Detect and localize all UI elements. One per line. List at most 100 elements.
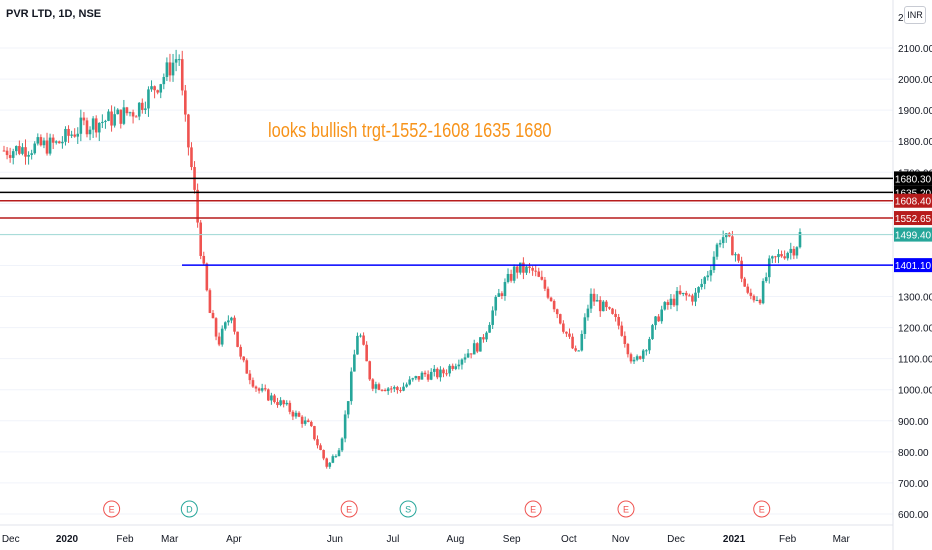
candle-body	[620, 325, 624, 336]
candle-body	[18, 146, 21, 154]
candle-body	[359, 335, 362, 337]
chart-annotation: looks bullish trgt-1552-1608 1635 1680	[268, 120, 552, 142]
level-price-label: 1552.65	[895, 214, 932, 225]
candle-body	[598, 299, 602, 312]
candle-body	[608, 307, 611, 309]
x-tick-label: Dec	[667, 534, 685, 545]
candle-body	[506, 273, 510, 283]
candle-body	[343, 414, 347, 439]
level-price-tag	[894, 211, 932, 226]
event-marker[interactable]	[340, 500, 358, 518]
candle-body	[712, 256, 716, 271]
event-marker[interactable]	[180, 500, 198, 518]
event-marker-label: D	[186, 505, 193, 515]
candle-body	[565, 331, 568, 334]
candle-body	[399, 390, 402, 392]
candle-body	[417, 376, 421, 380]
candle-body	[700, 283, 703, 288]
candle-body	[534, 270, 537, 272]
candle-body	[654, 316, 657, 326]
candle-body	[104, 120, 107, 122]
candle-body	[485, 332, 488, 340]
candle-body	[73, 134, 76, 137]
candle-body	[94, 118, 98, 133]
candle-body	[377, 384, 381, 390]
candle-body	[248, 373, 252, 381]
candle-body	[21, 147, 24, 154]
candle-body	[184, 90, 187, 115]
event-marker[interactable]	[524, 500, 542, 518]
candle-body	[761, 281, 765, 304]
candle-body	[389, 388, 393, 390]
candle-body	[260, 388, 264, 391]
candle-body	[325, 458, 329, 467]
event-marker[interactable]	[103, 500, 121, 518]
x-tick-label: 2021	[723, 534, 746, 545]
candle-body	[346, 401, 350, 415]
candle-body	[577, 350, 581, 352]
candle-body	[371, 379, 375, 389]
candle-body	[798, 232, 802, 248]
candle-body	[454, 366, 458, 369]
candle-body	[463, 357, 467, 360]
candle-body	[214, 318, 218, 337]
candle-body	[429, 371, 433, 380]
candle-body	[162, 77, 166, 85]
candle-body	[626, 343, 630, 355]
candle-body	[460, 359, 464, 365]
candle-body	[242, 356, 246, 361]
candle-body	[660, 309, 663, 322]
candle-body	[641, 350, 645, 359]
candle-body	[783, 256, 786, 259]
candle-body	[731, 236, 734, 256]
candle-body	[451, 365, 455, 369]
y-tick-label: 1800.00	[898, 137, 932, 148]
candle-body	[356, 335, 359, 355]
candle-body	[14, 146, 18, 152]
candle-body	[469, 353, 473, 355]
candle-body	[666, 302, 670, 306]
candle-body	[202, 255, 206, 264]
candle-body	[592, 293, 596, 302]
candle-body	[340, 438, 344, 451]
candle-body	[70, 134, 73, 136]
candle-body	[497, 293, 501, 297]
candle-body	[208, 290, 212, 313]
event-marker[interactable]	[753, 500, 771, 518]
candle-body	[116, 109, 120, 115]
candle-body	[525, 266, 528, 273]
candle-body	[491, 310, 494, 325]
candle-body	[500, 293, 504, 296]
candle-body	[681, 292, 685, 295]
x-tick-label: Feb	[779, 534, 797, 545]
candle-body	[432, 368, 436, 372]
currency-button[interactable]: INR	[904, 6, 926, 24]
event-marker[interactable]	[399, 500, 417, 518]
candle-body	[488, 324, 491, 333]
candle-body	[528, 266, 531, 268]
candle-body	[611, 308, 614, 314]
y-tick-label: 2000.00	[898, 75, 932, 86]
candle-body	[316, 439, 319, 446]
candle-body	[509, 273, 513, 281]
x-tick-label: Jul	[387, 534, 400, 545]
event-marker-label: E	[623, 505, 629, 515]
candle-body	[101, 121, 104, 123]
candle-body	[58, 141, 61, 144]
event-marker[interactable]	[617, 500, 635, 518]
candle-body	[749, 292, 753, 296]
candle-body	[684, 292, 688, 296]
candle-body	[153, 86, 156, 91]
candle-body	[64, 128, 67, 142]
candle-body	[715, 244, 719, 257]
y-tick-label: 1200.00	[898, 324, 932, 335]
candle-body	[27, 154, 30, 157]
candle-body	[79, 117, 83, 134]
candle-body	[721, 237, 725, 244]
candle-body	[383, 389, 387, 392]
candle-body	[439, 369, 442, 378]
candle-body	[282, 400, 285, 405]
candle-body	[88, 129, 92, 135]
candle-body	[349, 371, 353, 402]
